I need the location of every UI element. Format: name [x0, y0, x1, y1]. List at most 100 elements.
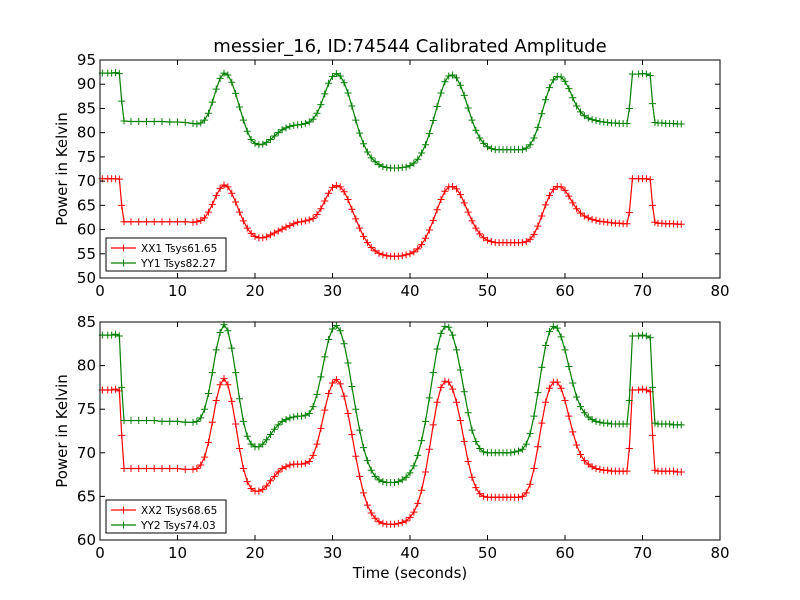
- data-point-1-1-48: [317, 373, 325, 381]
- data-point-0-0-78: [433, 206, 441, 214]
- data-point-1-1-80: [441, 322, 449, 330]
- data-point-1-0-84: [456, 417, 464, 425]
- data-point-1-1-33: [259, 440, 267, 448]
- y-tick-label-0-0: 50: [77, 269, 96, 287]
- data-point-1-0-52: [332, 376, 340, 384]
- data-point-1-1-135: [651, 419, 659, 427]
- data-point-1-1-111: [561, 346, 569, 354]
- data-point-1-1-46: [309, 403, 317, 411]
- y-tick-label-1-5: 85: [77, 313, 96, 331]
- data-point-0-1-75: [422, 141, 429, 149]
- data-point-1-1-97: [507, 449, 515, 457]
- data-point-1-0-43: [298, 460, 305, 468]
- x-tick-label-0-8: 80: [710, 282, 729, 300]
- data-point-1-1-112: [565, 362, 573, 370]
- data-point-0-1-103: [530, 134, 538, 142]
- data-point-1-1-71: [406, 469, 414, 477]
- data-point-0-1-71: [406, 162, 414, 170]
- data-point-1-1-107: [546, 328, 553, 336]
- data-point-1-1-35: [267, 430, 274, 438]
- data-point-1-0-109: [553, 378, 561, 386]
- data-point-0-1-88: [472, 126, 480, 134]
- data-point-1-1-142: [677, 421, 685, 429]
- y-tick-label-0-4: 70: [77, 172, 96, 190]
- data-point-0-0-64: [379, 251, 387, 259]
- data-point-0-0-117: [584, 214, 592, 222]
- data-point-1-0-46: [309, 451, 317, 459]
- data-point-0-1-113: [569, 94, 577, 102]
- data-point-1-0-90: [480, 492, 488, 500]
- data-point-0-0-103: [530, 230, 538, 238]
- data-point-1-0-105: [538, 419, 546, 427]
- data-point-1-0-104: [534, 443, 542, 451]
- data-point-1-1-130: [635, 332, 643, 340]
- data-point-0-1-89: [476, 134, 484, 142]
- data-point-1-0-127: [623, 467, 631, 475]
- data-point-1-0-7: [127, 464, 135, 472]
- data-point-1-1-58: [356, 426, 364, 434]
- data-point-1-0-59: [360, 489, 367, 497]
- data-point-1-0-106: [542, 398, 550, 406]
- data-point-1-1-68: [394, 478, 402, 486]
- data-point-0-1-12: [166, 118, 174, 126]
- data-point-0-0-50: [325, 189, 333, 197]
- data-point-0-1-31: [251, 139, 259, 147]
- x-axis-label-1: Time (seconds): [352, 564, 468, 582]
- data-point-0-1-54: [340, 79, 348, 87]
- data-point-0-1-87: [468, 116, 476, 124]
- data-point-0-0-22: [216, 184, 224, 192]
- data-point-1-0-37: [274, 468, 282, 476]
- data-point-0-0-37: [274, 227, 282, 235]
- data-point-1-0-113: [569, 428, 577, 436]
- data-point-0-1-110: [557, 73, 565, 81]
- legend-swatch-marker-1-1: [120, 521, 127, 529]
- data-point-0-1-4: [115, 70, 123, 78]
- data-point-1-0-118: [588, 463, 596, 471]
- y-tick-label-1-3: 75: [77, 400, 96, 418]
- data-point-1-1-69: [398, 476, 406, 484]
- data-point-1-0-48: [317, 424, 325, 432]
- data-point-0-1-73: [414, 155, 422, 163]
- legend-box-1: [105, 499, 227, 534]
- x-tick-label-0-3: 30: [323, 282, 342, 300]
- data-point-1-0-25: [228, 397, 236, 405]
- data-point-1-1-132: [642, 332, 650, 340]
- y-tick-label-0-5: 75: [77, 148, 96, 166]
- legend-entry-0-1: YY1 Tsys82.27: [140, 258, 216, 270]
- data-point-1-0-76: [425, 445, 433, 453]
- data-point-0-0-113: [569, 199, 577, 207]
- data-point-0-0-83: [453, 185, 460, 193]
- data-point-1-0-114: [573, 441, 581, 449]
- data-point-1-0-35: [267, 477, 274, 485]
- data-point-1-1-38: [278, 417, 286, 425]
- data-point-1-1-26: [232, 369, 240, 377]
- data-point-0-1-21: [212, 85, 220, 93]
- data-point-0-1-72: [410, 159, 418, 167]
- data-point-0-0-41: [290, 220, 298, 228]
- data-point-0-0-128: [625, 209, 633, 217]
- data-point-1-0-56: [348, 430, 356, 438]
- data-point-1-1-101: [522, 440, 530, 448]
- x-tick-label-0-5: 50: [478, 282, 497, 300]
- data-point-0-1-84: [456, 81, 464, 89]
- data-point-1-1-127: [623, 420, 631, 428]
- data-point-1-1-56: [348, 383, 356, 391]
- data-point-0-0-77: [429, 216, 437, 224]
- x-tick-label-1-2: 20: [245, 544, 264, 562]
- data-point-0-0-104: [534, 222, 542, 230]
- data-point-0-0-17: [197, 216, 205, 224]
- data-point-1-0-15: [189, 465, 197, 473]
- data-point-0-1-40: [286, 122, 294, 130]
- data-point-0-0-69: [398, 252, 406, 260]
- data-point-0-1-51: [329, 72, 336, 80]
- data-point-1-1-108: [549, 322, 557, 330]
- data-point-0-1-28: [239, 116, 247, 124]
- data-point-0-0-36: [270, 229, 278, 237]
- data-point-1-1-3: [112, 330, 119, 338]
- data-point-1-0-142: [677, 468, 685, 476]
- data-point-1-0-132: [642, 386, 650, 394]
- data-point-1-1-73: [414, 451, 422, 459]
- data-point-0-1-57: [352, 116, 360, 124]
- data-point-1-1-27: [236, 395, 243, 403]
